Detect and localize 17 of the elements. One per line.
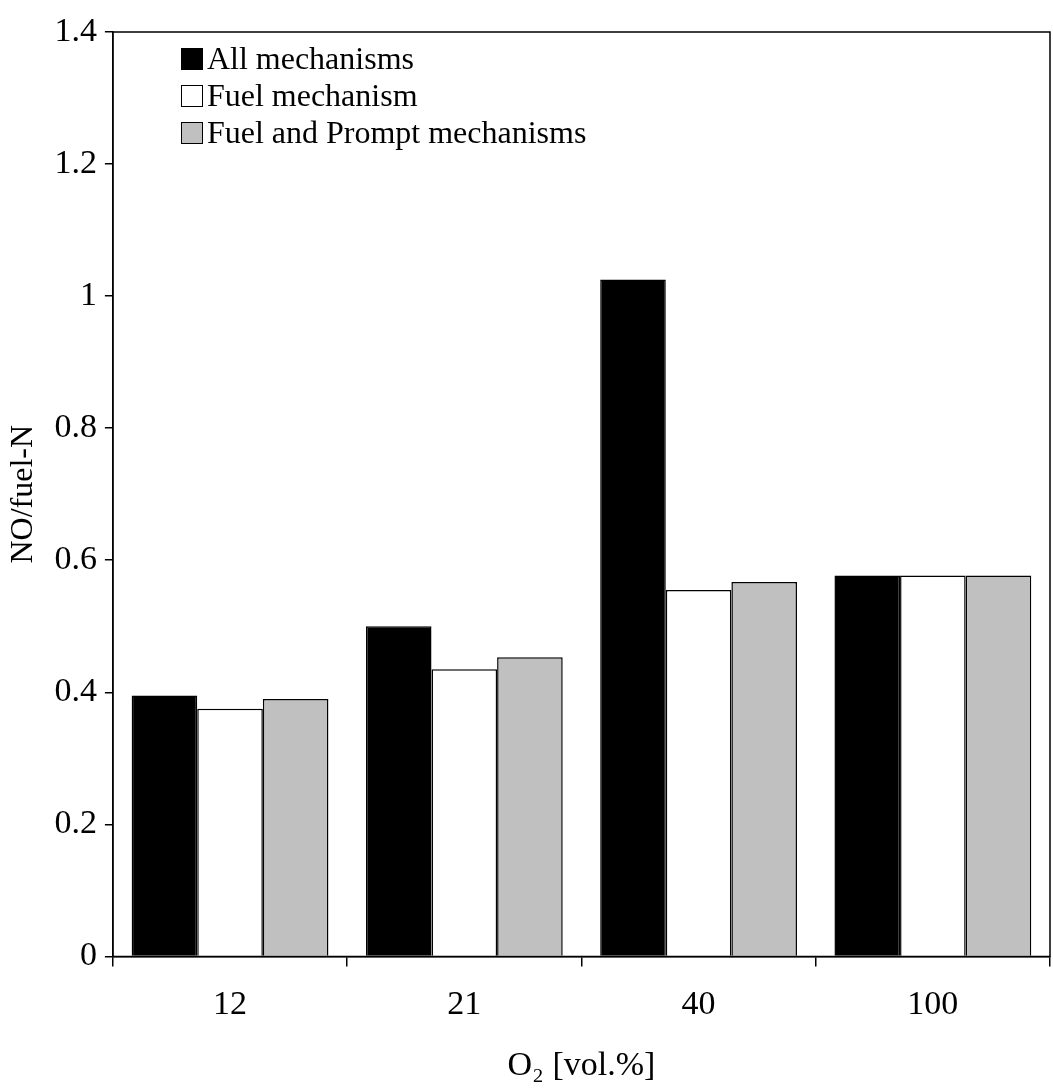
y-tick-label: 1 xyxy=(79,275,97,313)
x-tick-label: 12 xyxy=(213,983,248,1021)
y-tick-label: 0.8 xyxy=(54,407,97,445)
y-tick-label: 1.4 xyxy=(54,10,97,48)
legend-label: Fuel and Prompt mechanisms xyxy=(206,114,587,151)
x-tick-label: 21 xyxy=(447,983,482,1021)
legend-label: All mechanisms xyxy=(206,40,414,77)
legend-label: Fuel mechanism xyxy=(206,77,418,114)
y-tick-label: 0.4 xyxy=(54,671,97,709)
y-tick-label: 0.6 xyxy=(54,539,97,577)
y-tick-label: 1.2 xyxy=(54,142,97,180)
x-axis-title: O₂ [vol.%] xyxy=(507,1044,656,1082)
y-tick-label: 0.2 xyxy=(54,803,97,841)
y-tick-label: 0 xyxy=(79,935,97,973)
y-axis-title: NO/fuel-N xyxy=(2,424,39,564)
x-tick-label: 100 xyxy=(907,983,959,1021)
x-tick-label: 40 xyxy=(681,983,716,1021)
